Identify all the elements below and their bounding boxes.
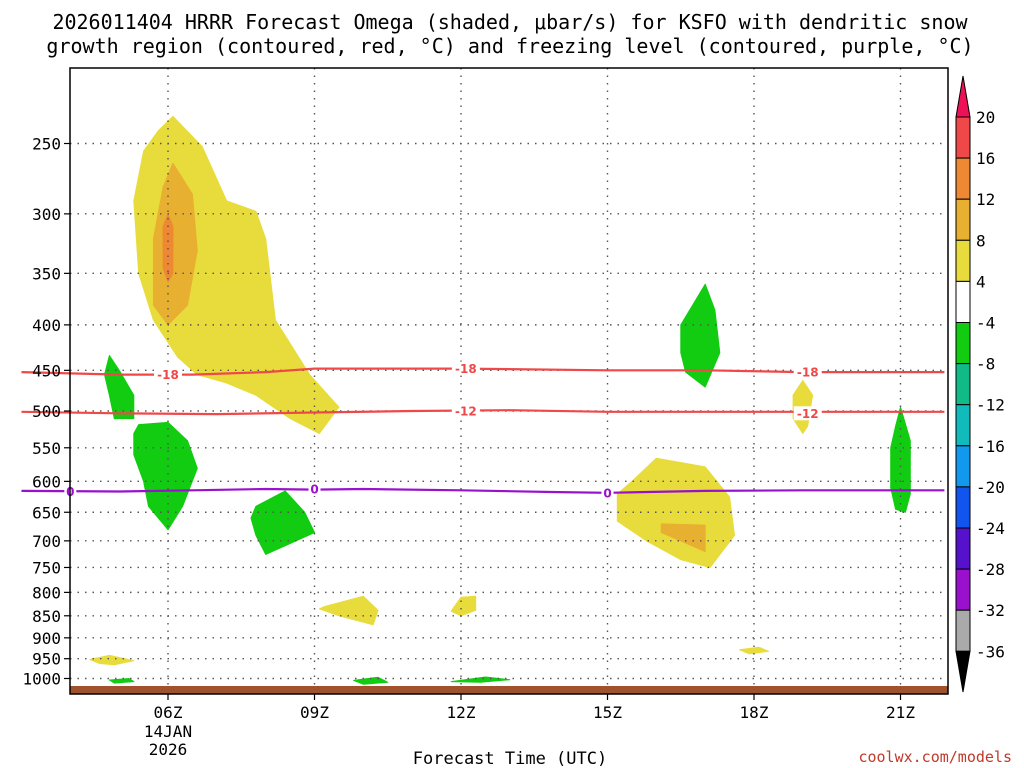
omega-area-4-6 [318,595,379,626]
contour-label-0-2: 0 [603,486,611,500]
contour-label-bg--18-1 [451,361,480,376]
temperature-contours: -18 -18 -18-12 -120 0 0 [21,361,945,500]
y-tick-label-900: 900 [32,629,61,648]
ground-surface [70,686,948,694]
colorbar-label-8: 8 [976,231,986,250]
colorbar-segment-16-to-12 [955,157,971,200]
colorbar-label--4: -4 [976,314,995,333]
y-tick-label-950: 950 [32,650,61,669]
contour-label--18-0: -18 [157,368,179,382]
omega-area--4-14 [890,406,911,513]
colorbar-top-triangle [955,75,971,118]
y-tick-label-450: 450 [32,361,61,380]
contour-label-bg-0-2 [601,485,614,500]
y-tick-label-600: 600 [32,472,61,491]
colorbar-label--12: -12 [976,396,1005,415]
contour-label-bg--12-1 [793,406,822,421]
colorbar-segment--16-to--20 [955,445,971,488]
credit-text: coolwx.com/models [858,748,1012,766]
y-tick-label-700: 700 [32,532,61,551]
y-tick-label-800: 800 [32,583,61,602]
colorbar-segment--32-to--36 [955,609,971,652]
colorbar-segment--28-to--32 [955,568,971,611]
contour-label-bg--18-0 [154,367,182,382]
omega-area-8-4 [660,523,706,553]
colorbar-segment--8-to--12 [955,363,971,406]
omega-area-4-7 [450,595,477,617]
plot-area [70,68,948,694]
omega-area-4-9 [738,646,770,655]
chart-title-line1: 2026011404 HRRR Forecast Omega (shaded, … [52,10,968,34]
omega-area--4-11 [133,421,198,531]
colorbar-label-16: 16 [976,149,995,168]
y-tick-label-350: 350 [32,264,61,283]
y-tick-label-300: 300 [32,205,61,224]
x-tick-label-18Z: 18Z [740,703,769,722]
x-tick-label-12Z: 12Z [447,703,476,722]
colorbar-segment-12-to-8 [955,198,971,241]
colorbar-segment--24-to--28 [955,527,971,570]
colorbar-label--24: -24 [976,519,1005,538]
contour-label--18-1: -18 [455,362,477,376]
omega-area--4-15 [108,678,135,684]
colorbar-label-4: 4 [976,272,986,291]
y-tick-label-850: 850 [32,607,61,626]
omega-area--4-12 [250,490,315,555]
chart-title: 2026011404 HRRR Forecast Omega (shaded, … [46,10,973,58]
x-axis-ticks: 06Z 09Z 12Z 15Z 18Z 21Z [154,694,915,722]
y-tick-label-500: 500 [32,402,61,421]
omega-area--4-17 [450,676,511,683]
omega-area--4-16 [353,676,389,685]
plot-frame [69,67,949,695]
plot-background [70,68,948,694]
contour-label-bg-0-1 [308,482,321,497]
colorbar-label--36: -36 [976,642,1005,661]
colorbar-segment--12-to--16 [955,404,971,447]
x-tick-label-06Z: 06Z [154,703,183,722]
contour-label-bg--18-2 [793,365,822,380]
colorbar-segment--4-to--8 [955,322,971,365]
y-tick-label-750: 750 [32,558,61,577]
colorbar-segment-4-to--4 [955,280,971,323]
date-label-line2: 2026 [149,740,188,759]
colorbar-label--20: -20 [976,478,1005,497]
plot-border [69,67,949,695]
colorbar-label--8: -8 [976,355,995,374]
contour-label--18-2: -18 [797,366,819,380]
colorbar-label-12: 12 [976,190,995,209]
contour-label--12-0: -12 [455,405,477,419]
colorbar-label-20: 20 [976,108,995,127]
date-label-line1: 14JAN [144,722,192,741]
colorbar-label--16: -16 [976,437,1005,456]
x-tick-label-21Z: 21Z [886,703,915,722]
omega-shading [89,115,911,685]
y-tick-label-250: 250 [32,135,61,154]
colorbar-label--28: -28 [976,560,1005,579]
contour-label-bg--12-0 [451,404,480,418]
y-tick-label-550: 550 [32,439,61,458]
omega-area-4-8 [89,654,135,666]
colorbar-segment--20-to--24 [955,486,971,529]
y-tick-label-400: 400 [32,316,61,335]
y-tick-label-1000: 1000 [22,670,61,689]
x-tick-label-15Z: 15Z [593,703,622,722]
x-axis-label: Forecast Time (UTC) [413,749,607,768]
y-axis-ticks: 250 300 350 400 450 500 550 600 650 700 750 800 850 9… [22,135,70,689]
colorbar-segment-8-to-4 [955,239,971,282]
colorbar-segment-20-to-16 [955,116,971,159]
y-tick-label-650: 650 [32,503,61,522]
chart-title-line2: growth region (contoured, red, °C) and f… [46,34,973,58]
colorbar-label--32: -32 [976,601,1005,620]
colorbar-bottom-triangle [955,650,971,693]
ground-strip [70,686,948,694]
colorbar: 20 16 12 8 4 -4 -8 -12 -16 -20 -24 -28 -32 -36 [955,75,1005,693]
contour-label--12-1: -12 [797,407,819,421]
contour-line-0 [21,487,945,494]
x-tick-label-09Z: 09Z [300,703,329,722]
contour-label-0-1: 0 [310,483,318,497]
